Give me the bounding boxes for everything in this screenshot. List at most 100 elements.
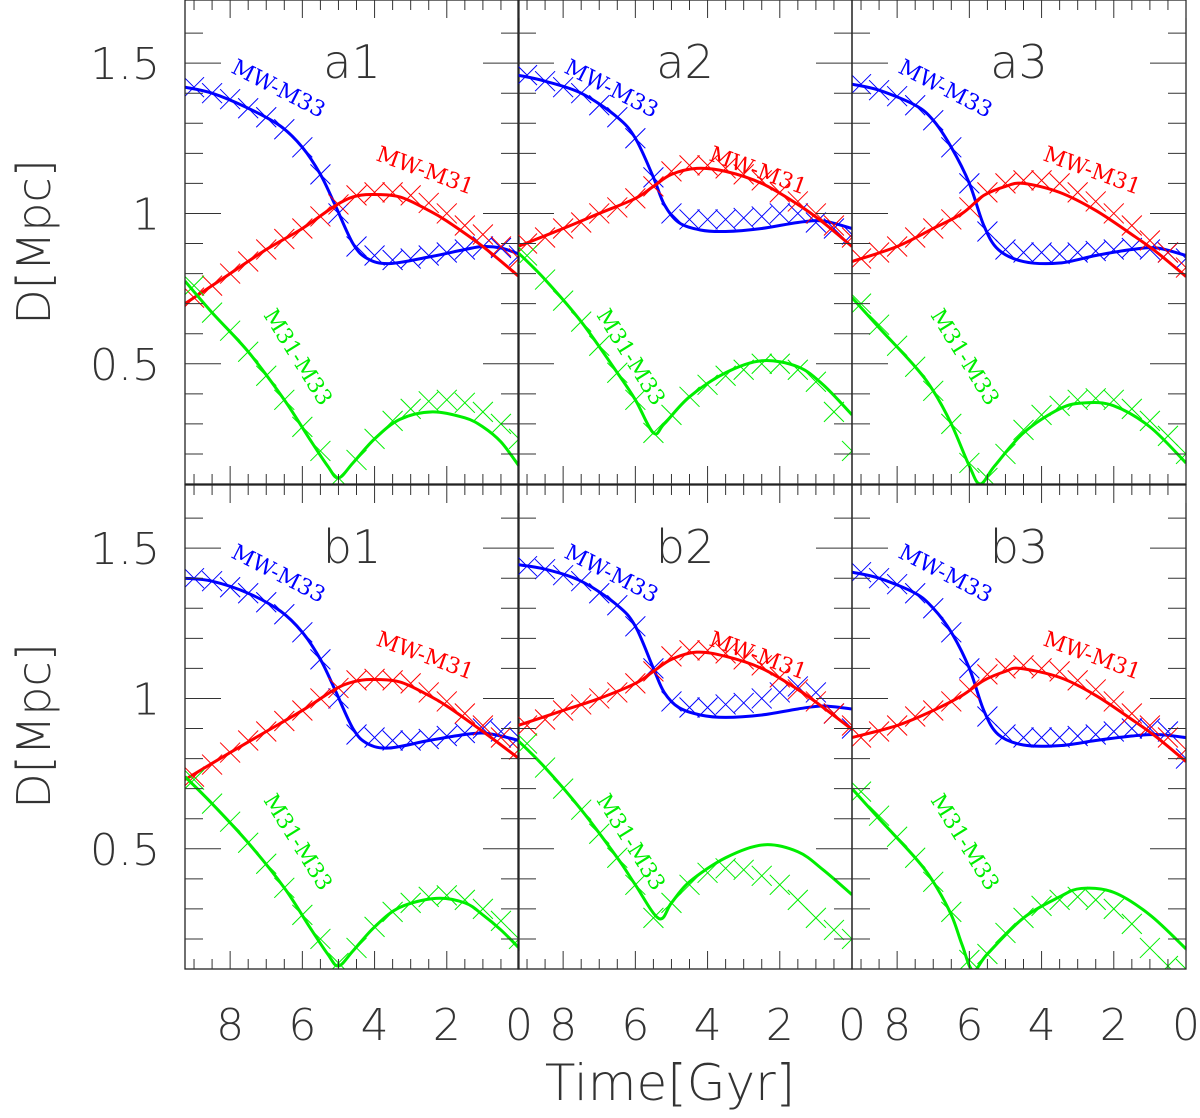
sim-marker-m31-m33 bbox=[185, 769, 205, 790]
sim-marker-m31-m33 bbox=[751, 865, 773, 887]
sim-marker-mw-m31 bbox=[1085, 191, 1107, 212]
sim-marker-m31-m33 bbox=[1175, 958, 1186, 969]
sim-marker-mw-m31 bbox=[733, 164, 755, 185]
sim-marker-m31-m33 bbox=[769, 353, 791, 375]
sim-marker-mw-m31 bbox=[364, 182, 385, 203]
sim-marker-mw-m33 bbox=[805, 212, 827, 233]
sim-marker-mw-m31 bbox=[1139, 230, 1161, 251]
x-tick-label: 2 bbox=[1100, 1000, 1128, 1051]
sim-marker-m31-m33 bbox=[518, 733, 538, 754]
sim-marker-m31-m33 bbox=[508, 428, 519, 450]
sim-marker-mw-m31 bbox=[1121, 215, 1143, 236]
sim-marker-mw-m33 bbox=[852, 73, 872, 95]
sim-marker-mw-m31 bbox=[1157, 727, 1179, 748]
sim-marker-mw-m31 bbox=[697, 154, 718, 176]
sim-marker-m31-m33 bbox=[697, 862, 718, 884]
panel-label: a3 bbox=[990, 35, 1047, 89]
sim-marker-mw-m33 bbox=[382, 249, 403, 271]
panel-frame bbox=[851, 0, 1187, 485]
sim-marker-mw-m33 bbox=[1031, 242, 1052, 263]
x-tick-label: 4 bbox=[361, 1000, 389, 1051]
y-axis-label-bottom: D[Mpc] bbox=[7, 643, 61, 809]
sim-marker-m31-m33 bbox=[472, 401, 494, 423]
model-line-m31-m33 bbox=[185, 280, 519, 480]
series-label: MW-M31 bbox=[706, 142, 810, 200]
panel-label: b3 bbox=[990, 520, 1048, 574]
sim-marker-mw-m33 bbox=[518, 64, 538, 86]
sim-marker-m31-m33 bbox=[508, 928, 519, 950]
sim-marker-mw-m33 bbox=[841, 718, 852, 739]
sim-marker-mw-m31 bbox=[436, 203, 458, 224]
series-label: M31-M33 bbox=[258, 305, 337, 410]
x-tick-label: 8 bbox=[216, 1000, 244, 1051]
sim-marker-mw-m33 bbox=[508, 245, 519, 266]
y-axis-label-top: D[Mpc] bbox=[7, 159, 61, 325]
sim-marker-mw-m31 bbox=[852, 727, 872, 748]
sim-marker-mw-m31 bbox=[1157, 242, 1179, 263]
sim-marker-mw-m33 bbox=[1175, 248, 1186, 269]
sim-marker-mw-m33 bbox=[751, 688, 773, 709]
sim-marker-mw-m31 bbox=[508, 248, 519, 269]
x-tick-label: 6 bbox=[621, 1000, 649, 1051]
sim-marker-m31-m33 bbox=[1067, 389, 1089, 411]
sim-marker-mw-m33 bbox=[400, 730, 422, 751]
sim-marker-mw-m31 bbox=[1013, 170, 1034, 191]
x-tick-label: 4 bbox=[694, 1000, 722, 1051]
sim-marker-mw-m31 bbox=[1175, 257, 1186, 278]
sim-marker-mw-m31 bbox=[1049, 661, 1070, 682]
sim-marker-mw-m31 bbox=[436, 691, 458, 712]
sim-marker-m31-m33 bbox=[490, 413, 512, 435]
sim-marker-m31-m33 bbox=[805, 907, 827, 929]
sim-marker-mw-m33 bbox=[852, 561, 872, 583]
sim-marker-m31-m33 bbox=[518, 245, 538, 266]
sim-marker-m31-m33 bbox=[868, 805, 890, 827]
x-tick-label: 8 bbox=[549, 1000, 577, 1051]
sim-marker-m31-m33 bbox=[400, 398, 422, 420]
panel-label: a1 bbox=[323, 35, 380, 89]
model-line-mw-m31 bbox=[852, 181, 1186, 278]
series-label: MW-M31 bbox=[373, 142, 477, 200]
sim-marker-mw-m31 bbox=[1121, 703, 1143, 724]
model-line-mw-m33 bbox=[852, 82, 1186, 266]
y-tick-label: 1 bbox=[132, 189, 160, 240]
model-line-m31-m33 bbox=[518, 739, 852, 921]
sim-marker-mw-m33 bbox=[769, 682, 791, 703]
sim-marker-m31-m33 bbox=[185, 275, 205, 296]
sim-marker-m31-m33 bbox=[436, 884, 458, 906]
sim-marker-mw-m31 bbox=[841, 227, 852, 248]
x-tick-label: 2 bbox=[433, 1000, 461, 1051]
series-label: M31-M33 bbox=[925, 790, 1004, 895]
sim-marker-mw-m31 bbox=[534, 227, 556, 248]
sim-marker-mw-m31 bbox=[508, 739, 519, 760]
sim-marker-m31-m33 bbox=[454, 392, 476, 414]
sim-marker-mw-m31 bbox=[823, 215, 845, 236]
sim-marker-m31-m33 bbox=[751, 353, 773, 375]
sim-marker-m31-m33 bbox=[1085, 889, 1107, 911]
sim-marker-m31-m33 bbox=[841, 928, 852, 950]
series-label: M31-M33 bbox=[258, 790, 337, 895]
series-label: MW-M33 bbox=[560, 540, 662, 608]
x-tick-label: 0 bbox=[838, 1000, 866, 1051]
sim-marker-mw-m31 bbox=[733, 649, 755, 670]
sim-marker-mw-m33 bbox=[400, 248, 422, 269]
sim-marker-mw-m33 bbox=[769, 203, 791, 224]
sim-marker-mw-m31 bbox=[454, 215, 476, 236]
y-tick-label: 1.5 bbox=[90, 524, 160, 575]
panel-frame bbox=[184, 0, 520, 485]
sim-marker-mw-m33 bbox=[1031, 727, 1052, 748]
sim-marker-mw-m33 bbox=[805, 682, 827, 703]
sim-marker-mw-m31 bbox=[454, 703, 476, 724]
model-line-mw-m33 bbox=[852, 570, 1186, 748]
sim-marker-mw-m33 bbox=[1103, 239, 1125, 260]
sim-marker-mw-m31 bbox=[1103, 691, 1125, 712]
sim-marker-m31-m33 bbox=[1121, 398, 1143, 420]
x-tick-label: 0 bbox=[505, 1000, 533, 1051]
sim-marker-m31-m33 bbox=[1175, 443, 1186, 465]
model-line-m31-m33 bbox=[852, 296, 1186, 484]
sim-marker-mw-m31 bbox=[715, 157, 736, 179]
x-tick-label: 4 bbox=[1028, 1000, 1056, 1051]
panel-label: b2 bbox=[656, 520, 714, 574]
model-line-mw-m31 bbox=[518, 650, 852, 731]
